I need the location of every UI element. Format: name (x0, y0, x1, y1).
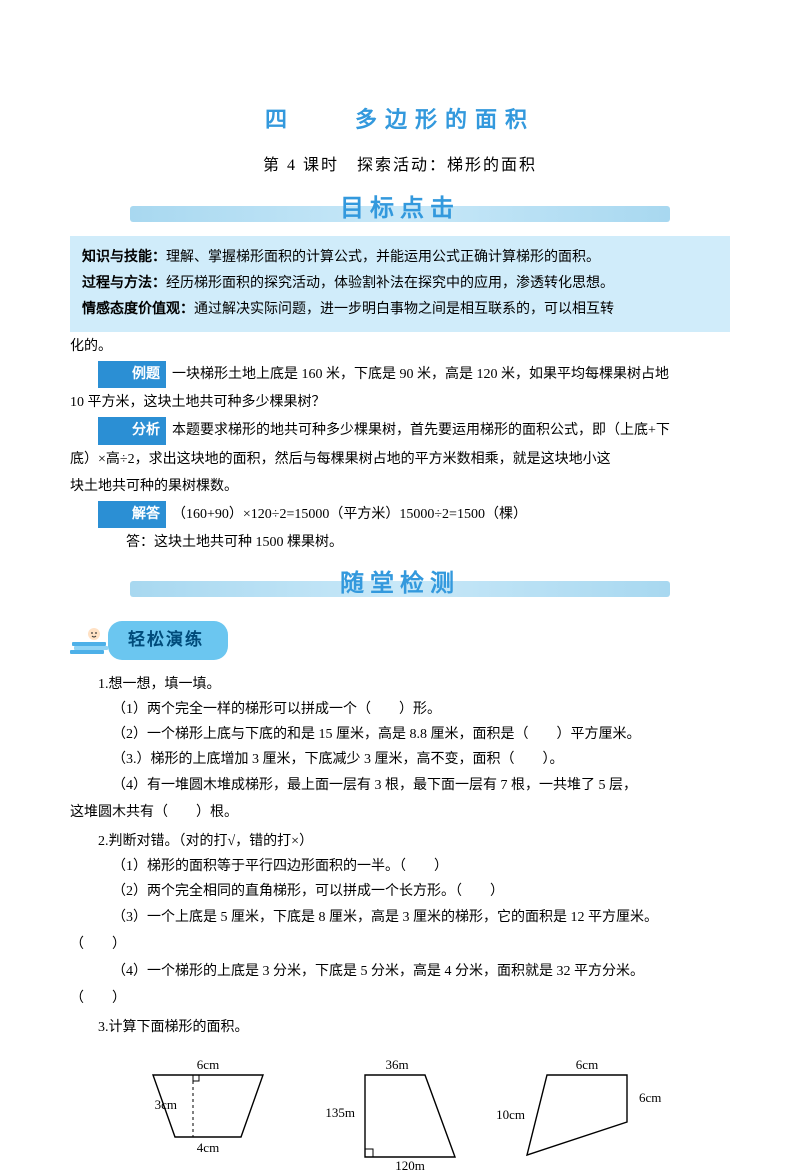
t2-top: 36m (385, 1057, 408, 1072)
t3-right: 6cm (639, 1090, 661, 1105)
books-icon (70, 624, 114, 658)
example-row: 例题一块梯形土地上底是 160 米，下底是 90 米，高是 120 米，如果平均… (70, 361, 730, 388)
q1-s3: （3.）梯形的上底增加 3 厘米，下底减少 3 厘米，高不变，面积（ ）。 (70, 747, 730, 772)
practice-pill: 轻松演练 (108, 621, 228, 660)
chapter-title: 四 多边形的面积 (70, 100, 730, 140)
answer-final: 答：这块土地共可种 1500 棵果树。 (126, 530, 730, 555)
t1-top: 6cm (197, 1057, 219, 1072)
q3-title: 3.计算下面梯形的面积。 (70, 1015, 730, 1040)
q2-s4: （4）一个梯形的上底是 3 分米，下底是 5 分米，高是 4 分米，面积就是 3… (70, 959, 730, 984)
q2-s1: （1）梯形的面积等于平行四边形面积的一半。（ ） (70, 854, 730, 879)
q1-s1: （1）两个完全一样的梯形可以拼成一个（ ）形。 (70, 697, 730, 722)
analysis-text: 本题要求梯形的地共可种多少棵果树，首先要运用梯形的面积公式，即（上底+下 (172, 423, 670, 438)
q1-s2: （2）一个梯形上底与下底的和是 15 厘米，高是 8.8 厘米，面积是（ ）平方… (70, 722, 730, 747)
trapezoid-3: 6cm 6cm 10cm (497, 1057, 667, 1172)
q1-title: 1.想一想，填一填。 (70, 672, 730, 697)
q1-s4: （4）有一堆圆木堆成梯形，最上面一层有 3 根，最下面一层有 7 根，一共堆了 … (70, 773, 730, 798)
q2-title: 2.判断对错。（对的打√，错的打×） (70, 829, 730, 854)
q2-s3b: （ ） (70, 932, 730, 957)
quiz-banner-text: 随堂检测 (70, 563, 730, 606)
kb-row-1: 知识与技能：理解、掌握梯形面积的计算公式，并能运用公式正确计算梯形的面积。 (82, 246, 718, 270)
answer-row: 解答 （160+90）×120÷2=15000（平方米）15000÷2=1500（… (70, 501, 730, 528)
kb-text-2: 经历梯形面积的探究活动，体验割补法在探究中的应用，渗透转化思想。 (166, 276, 614, 291)
t1-bottom: 4cm (197, 1140, 219, 1155)
q2: 2.判断对错。（对的打√，错的打×） （1）梯形的面积等于平行四边形面积的一半。… (70, 829, 730, 1011)
kb-tail: 化的。 (70, 334, 730, 359)
q1-s4b: 这堆圆木共有（ ）根。 (70, 800, 730, 825)
t2-bottom: 120m (395, 1158, 425, 1172)
q1: 1.想一想，填一填。 （1）两个完全一样的梯形可以拼成一个（ ）形。 （2）一个… (70, 672, 730, 825)
analysis-tag: 分析 (98, 417, 166, 444)
practice-badge: 轻松演练 (70, 621, 730, 660)
t3-side: 10cm (497, 1107, 525, 1122)
example-text2: 10 平方米，这块土地共可种多少棵果树？ (70, 390, 730, 415)
goals-banner-text: 目标点击 (70, 188, 730, 231)
trapezoid-figures: 6cm 3cm 4cm 36m 135m 120m 6cm 6cm 10cm (70, 1057, 730, 1172)
q2-s4b: （ ） (70, 986, 730, 1011)
analysis-text3: 块土地共可种的果树棵数。 (70, 474, 730, 499)
trapezoid-1: 6cm 3cm 4cm (133, 1057, 283, 1157)
q2-s2: （2）两个完全相同的直角梯形，可以拼成一个长方形。（ ） (70, 879, 730, 904)
t2-side: 135m (325, 1105, 355, 1120)
trapezoid-2: 36m 135m 120m (305, 1057, 475, 1172)
answer-calc: （160+90）×120÷2=15000（平方米）15000÷2=1500（棵） (172, 507, 527, 522)
knowledge-box: 知识与技能：理解、掌握梯形面积的计算公式，并能运用公式正确计算梯形的面积。 过程… (70, 236, 730, 331)
kb-row-2: 过程与方法：经历梯形面积的探究活动，体验割补法在探究中的应用，渗透转化思想。 (82, 272, 718, 296)
kb-label-3: 情感态度价值观： (82, 302, 194, 317)
q3: 3.计算下面梯形的面积。 (70, 1015, 730, 1040)
t1-height: 3cm (155, 1097, 177, 1112)
analysis-row: 分析本题要求梯形的地共可种多少棵果树，首先要运用梯形的面积公式，即（上底+下 (70, 417, 730, 444)
example-text: 一块梯形土地上底是 160 米，下底是 90 米，高是 120 米，如果平均每棵… (172, 367, 669, 382)
answer-tag: 解答 (98, 501, 166, 528)
kb-row-3: 情感态度价值观：通过解决实际问题，进一步明白事物之间是相互联系的，可以相互转 (82, 298, 718, 322)
goals-banner: 目标点击 (70, 188, 730, 228)
quiz-banner: 随堂检测 (70, 563, 730, 603)
kb-text-3: 通过解决实际问题，进一步明白事物之间是相互联系的，可以相互转 (194, 302, 614, 317)
example-tag: 例题 (98, 361, 166, 388)
lesson-title: 第 4 课时 探索活动：梯形的面积 (70, 152, 730, 181)
t3-top: 6cm (576, 1057, 598, 1072)
analysis-text2: 底）×高÷2，求出这块地的面积，然后与每棵果树占地的平方米数相乘，就是这块地小这 (70, 447, 730, 472)
kb-label-2: 过程与方法： (82, 276, 166, 291)
kb-label-1: 知识与技能： (82, 250, 166, 265)
kb-text-1: 理解、掌握梯形面积的计算公式，并能运用公式正确计算梯形的面积。 (166, 250, 600, 265)
q2-s3: （3）一个上底是 5 厘米，下底是 8 厘米，高是 3 厘米的梯形，它的面积是 … (70, 905, 730, 930)
